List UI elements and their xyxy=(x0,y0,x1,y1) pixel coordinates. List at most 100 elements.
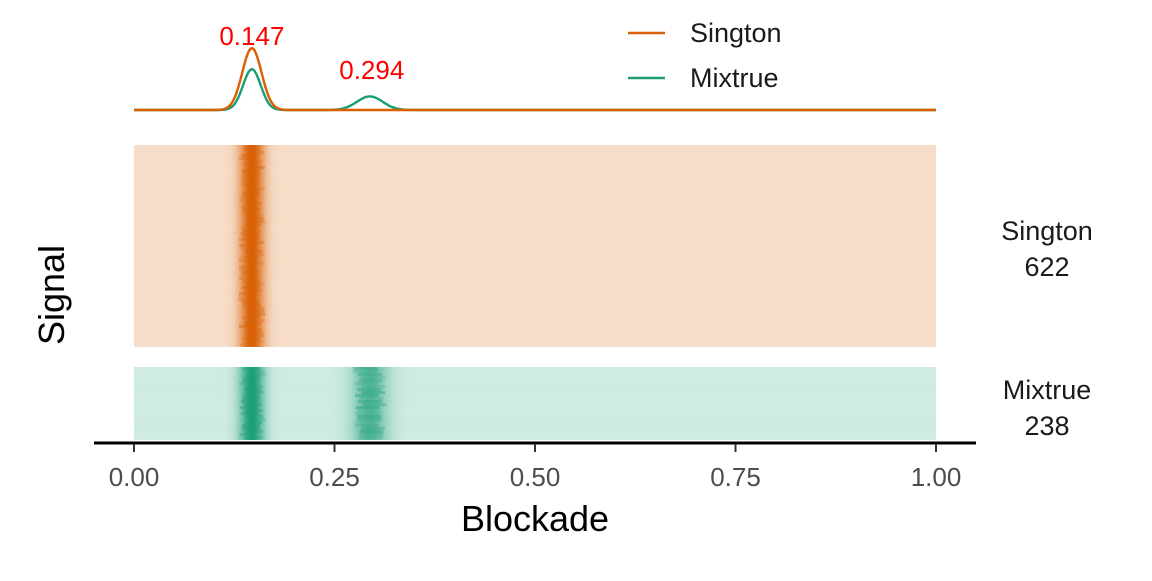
heatmap-band-cell xyxy=(244,421,263,424)
heatmap-band-cell xyxy=(357,418,382,421)
heatmap-band-cell xyxy=(239,433,257,436)
heatmap-band-cell xyxy=(242,169,261,172)
legend-label-sington: Sington xyxy=(690,18,782,48)
heatmap-band-cell xyxy=(240,175,259,178)
heatmap-band-cell xyxy=(244,223,263,226)
heatmap-band-cell xyxy=(244,202,263,205)
x-tick-label: 1.00 xyxy=(911,462,962,492)
heatmap-band-cell xyxy=(357,373,382,376)
heatmap-band-cell xyxy=(242,193,260,196)
heatmap-band-cell xyxy=(242,397,261,400)
heatmap-band-cell xyxy=(245,217,264,220)
panel-label-name: Mixtrue xyxy=(1003,375,1092,405)
x-tick-label: 0.00 xyxy=(109,462,160,492)
peak-label: 0.147 xyxy=(219,21,284,51)
heatmap-band-cell xyxy=(245,391,264,394)
heatmap-band-cell xyxy=(244,403,262,406)
heatmap-band-cell xyxy=(238,259,257,262)
heatmap-band-cell xyxy=(246,151,265,154)
heatmap-band-cell xyxy=(245,283,264,286)
heatmap-band-cell xyxy=(243,388,262,391)
heatmap-band-cell xyxy=(239,238,257,241)
heatmap-band-cell xyxy=(238,157,257,160)
heatmap-band-cell xyxy=(239,343,258,346)
heatmap-panels xyxy=(134,145,936,440)
heatmap-band-cell xyxy=(239,406,258,409)
heatmap-band-cell xyxy=(246,334,265,337)
heatmap-band-cell xyxy=(242,376,261,379)
panel-label-count: 622 xyxy=(1024,252,1069,282)
heatmap-band-cell xyxy=(241,235,260,238)
heatmap-band-cell xyxy=(243,304,261,307)
heatmap-band-cell xyxy=(244,289,263,292)
heatmap-band-cell xyxy=(242,280,261,283)
density-line-sington xyxy=(134,46,936,112)
heatmap-band-cell xyxy=(241,400,259,403)
heatmap-panel-body xyxy=(134,367,936,440)
heatmap-band-cell xyxy=(244,322,263,325)
heatmap-band-cell xyxy=(362,403,387,406)
density-plot xyxy=(134,46,936,112)
heatmap-band-cell xyxy=(353,370,378,373)
heatmap-band-cell xyxy=(239,256,258,259)
heatmap-band-cell xyxy=(360,427,385,430)
heatmap-band-cell xyxy=(247,370,266,373)
heatmap-band-cell xyxy=(355,394,380,397)
heatmap-band-cell xyxy=(238,382,257,385)
heatmap-band-cell xyxy=(247,313,266,316)
heatmap-band-cell xyxy=(358,397,384,400)
heatmap-band-cell xyxy=(241,226,260,229)
heatmap-band-cell xyxy=(242,379,260,382)
heatmap-band-cell xyxy=(242,148,261,151)
x-axis: 0.00 0.25 0.50 0.75 1.00 xyxy=(94,441,976,492)
heatmap-band-cell xyxy=(354,382,379,385)
heatmap-band-cell xyxy=(241,286,260,289)
heatmap-panel-mixtrue xyxy=(134,367,936,440)
y-axis-title: Signal xyxy=(31,245,72,345)
heatmap-band-cell xyxy=(242,367,261,370)
heatmap-band-cell xyxy=(358,379,383,382)
heatmap-band-cell xyxy=(245,415,264,418)
heatmap-band-cell xyxy=(242,394,261,397)
heatmap-band-cell xyxy=(239,244,258,247)
heatmap-band-cell xyxy=(247,319,265,322)
heatmap-band-cell xyxy=(246,241,265,244)
heatmap-band-cell xyxy=(238,268,257,271)
heatmap-band-cell xyxy=(240,247,259,250)
heatmap-band-cell xyxy=(240,232,259,235)
x-tick-label: 0.25 xyxy=(309,462,360,492)
legend: Sington Mixtrue xyxy=(628,18,782,93)
heatmap-band-cell xyxy=(241,427,260,430)
heatmap-band-cell xyxy=(245,436,264,439)
heatmap-band-cell xyxy=(246,310,265,313)
heatmap-band-cell xyxy=(238,298,257,301)
heatmap-band-cell xyxy=(245,430,264,433)
panel-label-count: 238 xyxy=(1024,411,1069,441)
heatmap-band-cell xyxy=(241,205,260,208)
heatmap-band-cell xyxy=(357,415,382,418)
heatmap-band-cell xyxy=(239,199,257,202)
x-tick-label: 0.50 xyxy=(510,462,561,492)
panel-labels: Sington 622 Mixtrue 238 xyxy=(1001,216,1093,441)
heatmap-band-cell xyxy=(243,316,261,319)
heatmap-band-cell xyxy=(247,418,266,421)
heatmap-band-cell xyxy=(358,400,383,403)
heatmap-band-cell xyxy=(355,406,380,409)
heatmap-band-cell xyxy=(244,340,263,343)
heatmap-panel-sington xyxy=(134,145,936,347)
x-axis-title: Blockade xyxy=(461,498,609,539)
heatmap-band-cell xyxy=(244,328,263,331)
heatmap-band-cell xyxy=(238,265,257,268)
heatmap-band-cell xyxy=(242,229,260,232)
heatmap-band-cell xyxy=(242,190,261,193)
heatmap-band-cell xyxy=(243,145,262,148)
legend-label-mixtrue: Mixtrue xyxy=(690,63,779,93)
heatmap-band-cell xyxy=(244,160,263,163)
heatmap-band-cell xyxy=(241,301,260,304)
heatmap-band-cell xyxy=(356,409,381,412)
heatmap-band-cell xyxy=(354,421,379,424)
panel-label-name: Sington xyxy=(1001,216,1093,246)
heatmap-band-cell xyxy=(353,367,378,370)
